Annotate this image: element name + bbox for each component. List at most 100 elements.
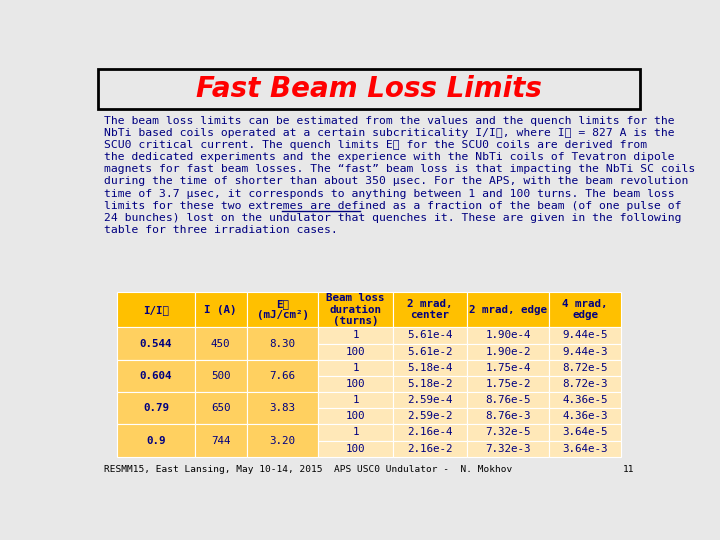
Text: 5.61e-4: 5.61e-4 xyxy=(407,330,452,340)
Bar xyxy=(318,376,392,392)
Text: 650: 650 xyxy=(211,403,230,413)
Text: magnets for fast beam losses. The “fast” beam loss is that impacting the NbTi SC: magnets for fast beam losses. The “fast”… xyxy=(104,164,696,174)
Bar xyxy=(392,292,467,327)
Text: 1.90e-2: 1.90e-2 xyxy=(485,347,531,356)
Text: 8.72e-5: 8.72e-5 xyxy=(562,363,608,373)
Text: Beam loss
duration
(turns): Beam loss duration (turns) xyxy=(326,293,384,326)
Text: SCU0 critical current. The quench limits E⁣ for the SCU0 coils are derived from: SCU0 critical current. The quench limits… xyxy=(104,140,647,150)
Bar xyxy=(467,376,549,392)
Bar xyxy=(194,392,247,424)
Bar xyxy=(318,343,392,360)
Bar xyxy=(467,408,549,424)
Bar xyxy=(318,392,392,408)
Text: The beam loss limits can be estimated from the values and the quench limits for : The beam loss limits can be estimated fr… xyxy=(104,116,675,126)
Text: 0.79: 0.79 xyxy=(143,403,169,413)
Text: 1: 1 xyxy=(352,363,359,373)
Bar xyxy=(392,360,467,376)
Text: 3.64e-5: 3.64e-5 xyxy=(562,428,608,437)
Bar xyxy=(549,441,621,457)
Bar xyxy=(392,392,467,408)
Text: 2.59e-2: 2.59e-2 xyxy=(407,411,452,421)
Bar xyxy=(194,360,247,392)
Bar xyxy=(98,69,640,109)
Text: 0.9: 0.9 xyxy=(146,436,166,446)
Bar xyxy=(467,360,549,376)
Bar xyxy=(194,292,247,327)
Bar xyxy=(549,292,621,327)
Bar xyxy=(467,327,549,343)
Bar xyxy=(247,327,318,360)
Bar xyxy=(318,327,392,343)
Text: 2.16e-4: 2.16e-4 xyxy=(407,428,452,437)
Text: 1.90e-4: 1.90e-4 xyxy=(485,330,531,340)
Text: 1: 1 xyxy=(352,428,359,437)
Bar xyxy=(392,408,467,424)
Text: 11: 11 xyxy=(623,465,634,475)
Bar xyxy=(549,327,621,343)
Text: APS USC0 Undulator -  N. Mokhov: APS USC0 Undulator - N. Mokhov xyxy=(334,465,513,475)
Bar xyxy=(392,441,467,457)
Bar xyxy=(549,360,621,376)
Bar xyxy=(467,292,549,327)
Bar xyxy=(549,376,621,392)
Text: 3.83: 3.83 xyxy=(270,403,296,413)
Text: 8.30: 8.30 xyxy=(270,339,296,348)
Bar xyxy=(117,292,194,327)
Text: time of 3.7 μsec, it corresponds to anything between 1 and 100 turns. The beam l: time of 3.7 μsec, it corresponds to anyt… xyxy=(104,188,675,199)
Text: 5.61e-2: 5.61e-2 xyxy=(407,347,452,356)
Text: 5.18e-4: 5.18e-4 xyxy=(407,363,452,373)
Bar xyxy=(117,327,194,360)
Bar xyxy=(247,392,318,424)
Text: I/I⁣: I/I⁣ xyxy=(143,305,169,315)
Text: NbTi based coils operated at a certain subcriticality I/I⁣, where I⁣ = 827 A is : NbTi based coils operated at a certain s… xyxy=(104,128,675,138)
Text: 4 mrad,
edge: 4 mrad, edge xyxy=(562,299,608,320)
Bar xyxy=(549,408,621,424)
Bar xyxy=(467,441,549,457)
Text: 100: 100 xyxy=(346,444,365,454)
Text: 3.20: 3.20 xyxy=(270,436,296,446)
Text: 3.64e-3: 3.64e-3 xyxy=(562,444,608,454)
Bar xyxy=(467,424,549,441)
Bar xyxy=(392,376,467,392)
Text: 2.59e-4: 2.59e-4 xyxy=(407,395,452,405)
Text: 7.32e-3: 7.32e-3 xyxy=(485,444,531,454)
Text: 7.66: 7.66 xyxy=(270,371,296,381)
Bar xyxy=(318,292,392,327)
Bar xyxy=(117,424,194,457)
Text: 0.604: 0.604 xyxy=(140,371,172,381)
Bar xyxy=(247,360,318,392)
Text: 2 mrad,
center: 2 mrad, center xyxy=(407,299,452,320)
Text: table for three irradiation cases.: table for three irradiation cases. xyxy=(104,225,338,235)
Text: 0.544: 0.544 xyxy=(140,339,172,348)
Text: the dedicated experiments and the experience with the NbTi coils of Tevatron dip: the dedicated experiments and the experi… xyxy=(104,152,675,162)
Bar xyxy=(117,360,194,392)
Text: 1.75e-4: 1.75e-4 xyxy=(485,363,531,373)
Text: I (A): I (A) xyxy=(204,305,237,315)
Bar xyxy=(318,441,392,457)
Text: RESMM15, East Lansing, May 10-14, 2015: RESMM15, East Lansing, May 10-14, 2015 xyxy=(104,465,323,475)
Text: 24 bunches) lost on the undulator that quenches it. These are given in the follo: 24 bunches) lost on the undulator that q… xyxy=(104,213,681,223)
Bar xyxy=(549,343,621,360)
Text: 8.76e-5: 8.76e-5 xyxy=(485,395,531,405)
Text: 8.72e-3: 8.72e-3 xyxy=(562,379,608,389)
Text: 1: 1 xyxy=(352,330,359,340)
Text: 744: 744 xyxy=(211,436,230,446)
Text: 1.75e-2: 1.75e-2 xyxy=(485,379,531,389)
Text: E⁣
(mJ/cm²): E⁣ (mJ/cm²) xyxy=(256,299,309,320)
Text: 4.36e-5: 4.36e-5 xyxy=(562,395,608,405)
Text: 100: 100 xyxy=(346,411,365,421)
Bar xyxy=(247,292,318,327)
Text: 500: 500 xyxy=(211,371,230,381)
Bar xyxy=(318,424,392,441)
Bar xyxy=(549,392,621,408)
Text: 2 mrad, edge: 2 mrad, edge xyxy=(469,305,547,315)
Bar xyxy=(247,424,318,457)
Text: during the time of shorter than about 350 μsec. For the APS, with the beam revol: during the time of shorter than about 35… xyxy=(104,177,688,186)
Bar xyxy=(467,343,549,360)
Text: 1: 1 xyxy=(352,395,359,405)
Text: 8.76e-3: 8.76e-3 xyxy=(485,411,531,421)
Text: 9.44e-3: 9.44e-3 xyxy=(562,347,608,356)
Text: 450: 450 xyxy=(211,339,230,348)
Bar xyxy=(392,424,467,441)
Text: 100: 100 xyxy=(346,347,365,356)
